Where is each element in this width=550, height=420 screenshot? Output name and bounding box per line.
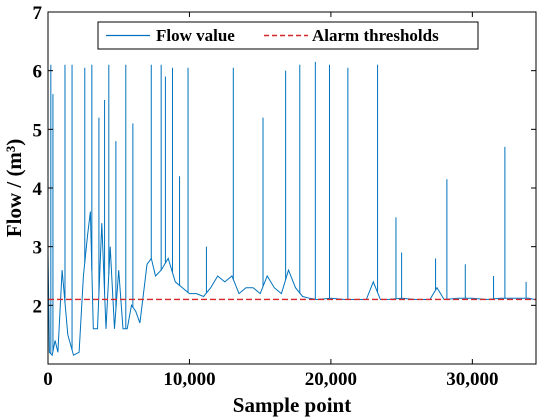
y-tick-label: 6 [33,62,43,83]
x-tick-label: 30,000 [446,369,498,390]
y-tick-label: 4 [33,179,43,200]
series-line-flow-value [47,211,535,357]
y-axis-title: Flow / (m³) [2,139,26,237]
legend-label-flow-value: Flow value [156,26,235,45]
legend-label-alarm-thresholds: Alarm thresholds [312,26,439,45]
axis-ticks: 0 10,000 20,000 30,000 2 3 4 5 6 7 [33,3,536,390]
y-tick-label: 5 [33,120,43,141]
x-tick-label: 10,000 [163,369,215,390]
y-tick-label: 7 [33,3,43,24]
x-axis-title: Sample point [233,393,351,417]
plot-frame [47,11,537,365]
y-tick-label: 3 [33,238,43,259]
x-tick-label: 0 [43,369,53,390]
x-tick-label: 20,000 [305,369,357,390]
legend: Flow value Alarm thresholds [97,21,479,50]
plot-area [47,61,536,357]
y-tick-label: 2 [33,296,43,317]
